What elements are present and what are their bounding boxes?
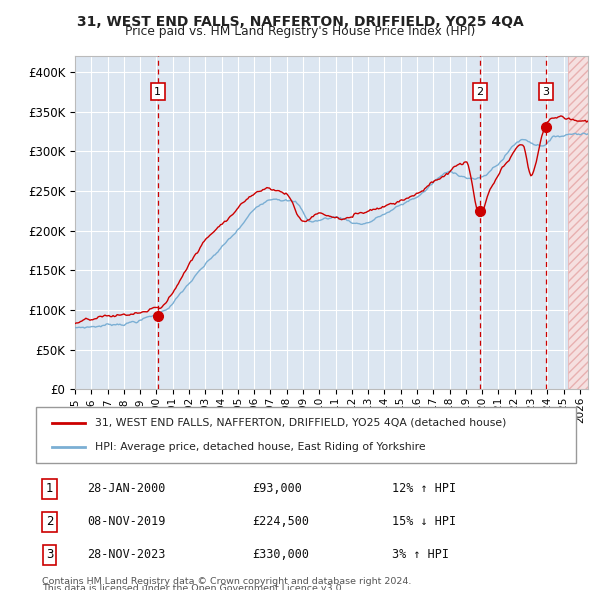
Text: 28-JAN-2000: 28-JAN-2000 [88,482,166,496]
Text: 3: 3 [46,548,53,562]
Text: 2: 2 [46,515,53,529]
Text: 31, WEST END FALLS, NAFFERTON, DRIFFIELD, YO25 4QA (detached house): 31, WEST END FALLS, NAFFERTON, DRIFFIELD… [95,418,507,428]
Text: £93,000: £93,000 [252,482,302,496]
Text: Contains HM Land Registry data © Crown copyright and database right 2024.: Contains HM Land Registry data © Crown c… [42,577,412,586]
FancyBboxPatch shape [36,407,576,463]
Text: HPI: Average price, detached house, East Riding of Yorkshire: HPI: Average price, detached house, East… [95,442,426,453]
Text: This data is licensed under the Open Government Licence v3.0.: This data is licensed under the Open Gov… [42,584,344,590]
Text: 28-NOV-2023: 28-NOV-2023 [88,548,166,562]
Text: 15% ↓ HPI: 15% ↓ HPI [392,515,457,529]
Text: Price paid vs. HM Land Registry's House Price Index (HPI): Price paid vs. HM Land Registry's House … [125,25,475,38]
Text: 08-NOV-2019: 08-NOV-2019 [88,515,166,529]
Text: 1: 1 [46,482,53,496]
Text: 2: 2 [476,87,484,97]
Text: 31, WEST END FALLS, NAFFERTON, DRIFFIELD, YO25 4QA: 31, WEST END FALLS, NAFFERTON, DRIFFIELD… [77,15,523,29]
Text: 3% ↑ HPI: 3% ↑ HPI [392,548,449,562]
Text: £330,000: £330,000 [252,548,309,562]
Text: 3: 3 [542,87,550,97]
Text: 1: 1 [154,87,161,97]
Text: 12% ↑ HPI: 12% ↑ HPI [392,482,457,496]
Text: £224,500: £224,500 [252,515,309,529]
Bar [568,56,588,389]
